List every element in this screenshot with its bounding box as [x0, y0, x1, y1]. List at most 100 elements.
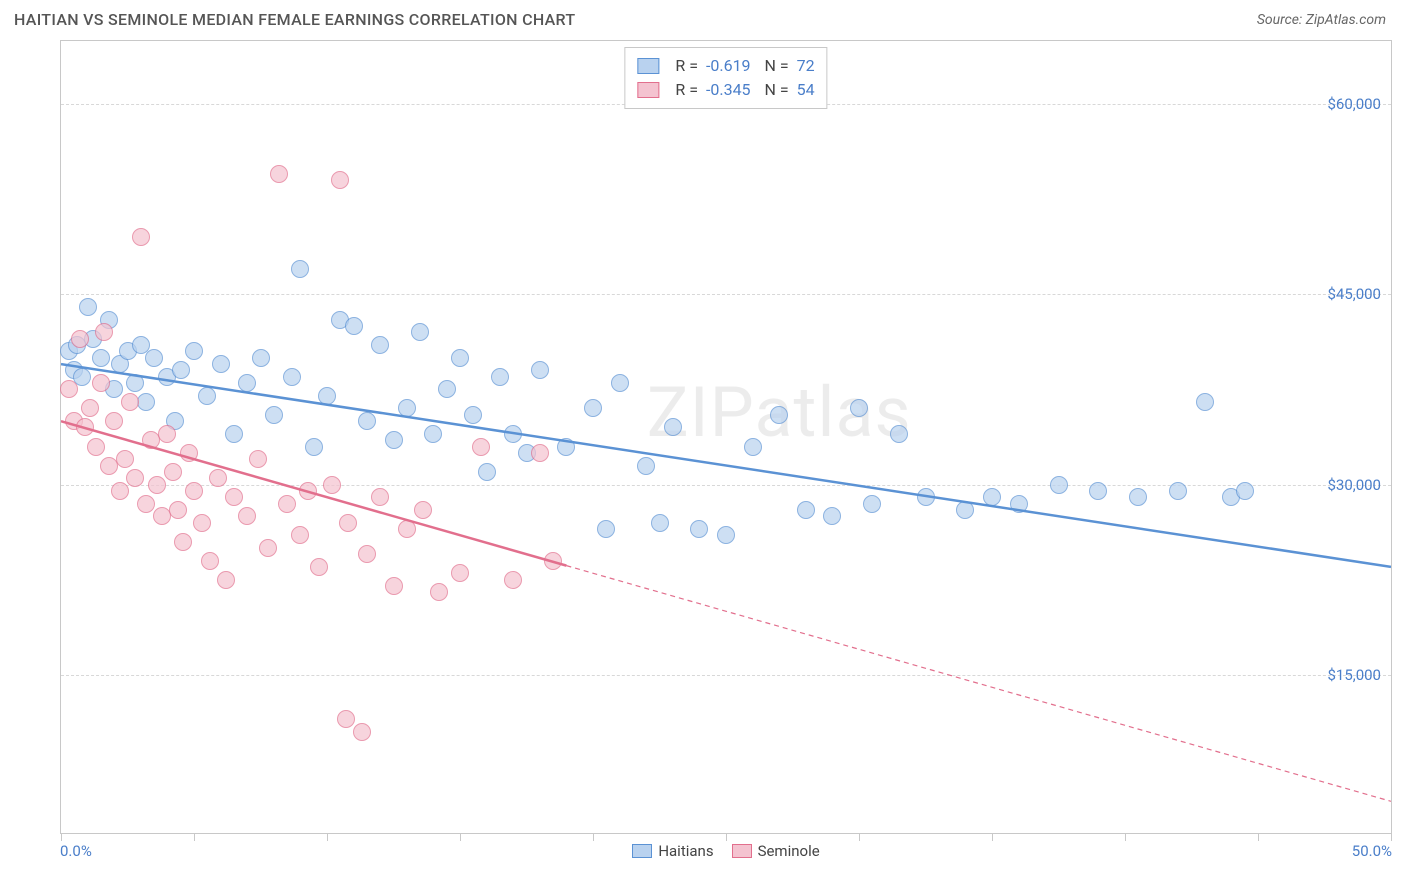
data-point [651, 514, 669, 532]
x-tick [61, 833, 62, 841]
data-point [1236, 482, 1254, 500]
data-point [557, 438, 575, 456]
legend-item-haitians: Haitians [632, 842, 713, 860]
data-point [331, 171, 349, 189]
data-point [385, 577, 403, 595]
data-point [201, 552, 219, 570]
data-point [95, 323, 113, 341]
data-point [172, 361, 190, 379]
data-point [259, 539, 277, 557]
data-point [225, 425, 243, 443]
data-point [132, 228, 150, 246]
x-tick [859, 833, 860, 841]
data-point [770, 406, 788, 424]
data-point [291, 260, 309, 278]
data-point [584, 399, 602, 417]
correlation-row-haitians: R = -0.619 N = 72 [637, 54, 814, 78]
data-point [79, 298, 97, 316]
data-point [278, 495, 296, 513]
data-point [180, 444, 198, 462]
data-point [464, 406, 482, 424]
data-point [92, 349, 110, 367]
data-point [92, 374, 110, 392]
data-point [299, 482, 317, 500]
data-point [956, 501, 974, 519]
data-point [71, 330, 89, 348]
gridline [61, 485, 1391, 486]
data-point [1129, 488, 1147, 506]
data-point [863, 495, 881, 513]
data-point [339, 514, 357, 532]
data-point [1089, 482, 1107, 500]
data-point [209, 469, 227, 487]
data-point [323, 476, 341, 494]
data-point [850, 399, 868, 417]
data-point [424, 425, 442, 443]
data-point [637, 457, 655, 475]
data-point [358, 545, 376, 563]
data-point [252, 349, 270, 367]
data-point [137, 495, 155, 513]
data-point [137, 393, 155, 411]
data-point [164, 463, 182, 481]
data-point [597, 520, 615, 538]
data-point [438, 380, 456, 398]
data-point [212, 355, 230, 373]
data-point [265, 406, 283, 424]
data-point [126, 469, 144, 487]
correlation-row-seminole: R = -0.345 N = 54 [637, 78, 814, 102]
data-point [398, 399, 416, 417]
chart-title: HAITIAN VS SEMINOLE MEDIAN FEMALE EARNIN… [14, 10, 575, 29]
data-point [60, 380, 78, 398]
x-tick [327, 833, 328, 841]
data-point [270, 165, 288, 183]
correlation-legend: R = -0.619 N = 72 R = -0.345 N = 54 [624, 47, 827, 109]
data-point [983, 488, 1001, 506]
plot-area: ZIPatlas R = -0.619 N = 72 R = -0.345 N … [60, 40, 1392, 834]
data-point [371, 488, 389, 506]
data-point [249, 450, 267, 468]
data-point [148, 476, 166, 494]
data-point [169, 501, 187, 519]
data-point [611, 374, 629, 392]
data-point [217, 571, 235, 589]
data-point [414, 501, 432, 519]
x-tick [1391, 833, 1392, 841]
data-point [145, 349, 163, 367]
data-point [185, 482, 203, 500]
data-point [531, 361, 549, 379]
data-point [337, 710, 355, 728]
data-point [504, 425, 522, 443]
data-point [797, 501, 815, 519]
data-point [345, 317, 363, 335]
data-point [238, 374, 256, 392]
data-point [890, 425, 908, 443]
data-point [105, 412, 123, 430]
data-point [917, 488, 935, 506]
chart-container: Median Female Earnings ZIPatlas R = -0.6… [14, 40, 1392, 878]
data-point [491, 368, 509, 386]
data-point [238, 507, 256, 525]
data-point [305, 438, 323, 456]
data-point [472, 438, 490, 456]
y-tick-label: $60,000 [1327, 95, 1381, 113]
data-point [76, 418, 94, 436]
series-legend: Haitians Seminole [60, 842, 1392, 860]
data-point [1050, 476, 1068, 494]
data-point [411, 323, 429, 341]
x-tick [460, 833, 461, 841]
data-point [504, 571, 522, 589]
x-tick [593, 833, 594, 841]
trend-lines [61, 41, 1391, 833]
data-point [225, 488, 243, 506]
y-tick-label: $15,000 [1327, 666, 1381, 684]
x-tick [726, 833, 727, 841]
gridline [61, 294, 1391, 295]
x-tick [992, 833, 993, 841]
data-point [193, 514, 211, 532]
data-point [318, 387, 336, 405]
data-point [1010, 495, 1028, 513]
data-point [116, 450, 134, 468]
data-point [371, 336, 389, 354]
data-point [358, 412, 376, 430]
